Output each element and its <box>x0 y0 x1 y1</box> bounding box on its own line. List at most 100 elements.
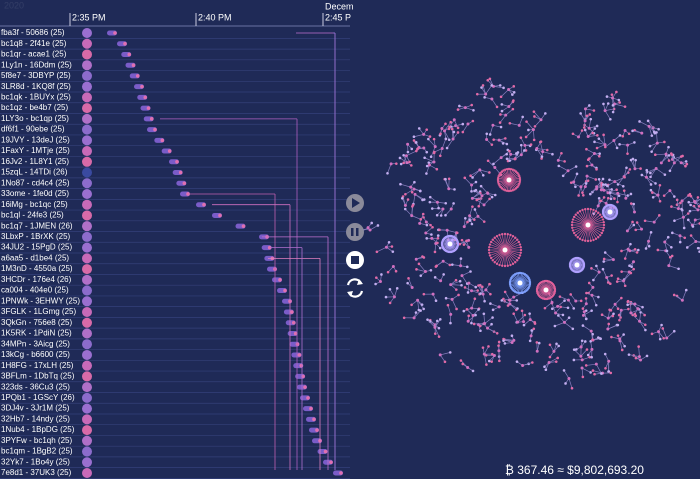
node <box>592 109 596 112</box>
node <box>438 318 442 321</box>
hub-edge <box>504 234 509 251</box>
node <box>483 322 487 326</box>
node <box>422 132 426 136</box>
hub-edge <box>587 221 604 226</box>
hub-leaf <box>511 189 514 192</box>
node <box>631 129 634 133</box>
hub-leaf <box>495 262 499 266</box>
node <box>615 280 619 283</box>
edge <box>504 291 511 301</box>
node <box>453 188 456 191</box>
pause-icon[interactable] <box>351 228 354 236</box>
edge <box>581 367 591 373</box>
hub-leaf <box>491 259 494 262</box>
edge <box>539 142 544 152</box>
node <box>471 205 474 208</box>
node <box>557 164 561 168</box>
row-node <box>82 113 92 124</box>
reset-button[interactable] <box>346 278 364 298</box>
node <box>678 234 682 238</box>
stop-button[interactable] <box>346 251 364 269</box>
edge <box>567 166 577 172</box>
hub-leaf <box>600 215 604 219</box>
hub-leaf <box>600 231 604 235</box>
node <box>557 314 560 317</box>
node <box>618 143 621 146</box>
hub-leaf <box>508 281 512 285</box>
hub-leaf <box>507 189 511 193</box>
node <box>410 303 413 307</box>
node <box>585 174 589 178</box>
node <box>470 306 474 310</box>
node <box>482 220 486 223</box>
node <box>406 150 410 154</box>
node <box>509 152 513 156</box>
node <box>582 126 586 129</box>
reset-arrows[interactable] <box>347 279 363 297</box>
row-node <box>82 188 92 199</box>
edge <box>551 303 556 314</box>
node <box>593 127 597 130</box>
node <box>665 336 669 340</box>
play-icon[interactable] <box>352 198 360 208</box>
node <box>412 316 416 320</box>
node <box>560 151 563 155</box>
hub-leaf <box>514 236 517 239</box>
node <box>687 200 691 204</box>
edge <box>485 85 492 95</box>
node <box>463 286 467 289</box>
pause-icon[interactable] <box>356 228 359 236</box>
node <box>650 332 654 336</box>
node <box>479 292 482 295</box>
node <box>392 295 396 299</box>
pause-button-bg[interactable] <box>346 223 364 241</box>
tick-label: 2:40 PM <box>198 12 232 22</box>
node <box>616 200 619 204</box>
hub-leaf <box>589 239 592 242</box>
node <box>519 136 523 139</box>
play-button[interactable] <box>346 194 364 212</box>
hub-leaf <box>501 233 504 236</box>
hub-edge <box>504 249 521 254</box>
node <box>488 171 491 174</box>
edge <box>414 194 423 201</box>
node <box>493 193 497 197</box>
pause-button[interactable] <box>346 223 364 241</box>
node <box>512 99 515 102</box>
node <box>602 196 606 199</box>
hub-leaf <box>586 207 590 211</box>
node <box>455 307 458 311</box>
node <box>498 359 501 363</box>
node <box>688 209 692 213</box>
node <box>644 328 647 332</box>
edge <box>469 216 479 221</box>
node <box>419 218 423 221</box>
hub-leaf <box>498 233 501 237</box>
activity-dot <box>140 84 144 89</box>
edge <box>418 263 426 272</box>
node <box>639 167 642 170</box>
row-label: 1H8FG - 17xLH (25) <box>1 361 74 370</box>
edge <box>586 363 597 366</box>
node <box>508 298 512 302</box>
node <box>468 219 472 222</box>
row-node <box>82 81 92 92</box>
node <box>448 125 451 129</box>
stop-icon[interactable] <box>351 256 359 264</box>
node <box>479 184 483 188</box>
node <box>375 276 378 279</box>
node <box>685 162 689 166</box>
node <box>425 164 429 168</box>
hub-leaf <box>518 180 522 184</box>
hub-node <box>517 280 523 286</box>
edge <box>447 229 458 234</box>
row-label: 3BFLm - 1DbTq (25) <box>1 372 75 381</box>
node <box>445 146 449 150</box>
node <box>547 361 551 365</box>
node <box>483 299 486 303</box>
hub-edge <box>496 235 506 251</box>
node <box>483 96 486 99</box>
hub-leaf <box>505 167 509 171</box>
node <box>685 246 689 249</box>
row-node <box>82 60 92 71</box>
